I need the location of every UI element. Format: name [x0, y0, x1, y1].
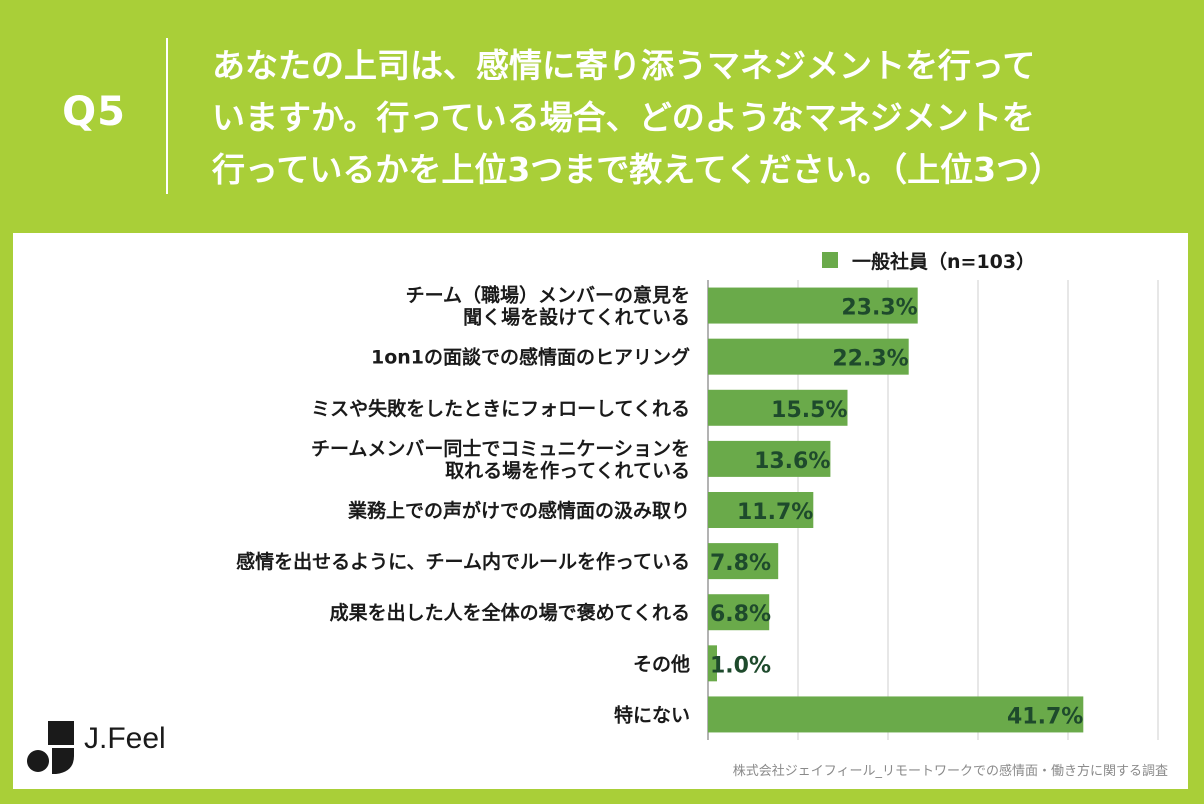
jfeel-logo: [26, 718, 216, 778]
bar: [708, 492, 814, 528]
category-label: 特にない: [614, 704, 690, 726]
data-label: 41.7%: [1007, 704, 1083, 729]
bar: [708, 287, 918, 324]
bar: [708, 440, 831, 477]
category-label: 1on1の面談での感情面のヒアリング: [371, 346, 690, 369]
bar: [708, 389, 848, 426]
category-label: チーム（職場）メンバーの意見を: [406, 284, 690, 307]
data-label: 7.8%: [710, 551, 771, 576]
bar: [708, 543, 779, 580]
data-label: 13.6%: [754, 449, 830, 474]
bar: [708, 645, 717, 682]
category-label: 感情を出せるように、チーム内でルールを作っている: [236, 550, 690, 573]
question-line: あなたの上司は、感情に寄り添うマネジメントを行って: [212, 46, 1036, 85]
question-text: あなたの上司は、感情に寄り添うマネジメントを行って いますか。行っている場合、ど…: [212, 40, 1172, 196]
category-label: ミスや失敗をしたときにフォローしてくれる: [311, 397, 690, 420]
logo-mark-icon: [27, 721, 74, 774]
header-banner: Q5 あなたの上司は、感情に寄り添うマネジメントを行って いますか。行っている場…: [0, 0, 1204, 232]
data-label: 22.3%: [832, 347, 908, 372]
legend-swatch: [822, 252, 838, 268]
question-line: いますか。行っている場合、どのようなマネジメントを: [212, 98, 1035, 137]
category-label: 取れる場を作ってくれている: [445, 459, 690, 482]
category-label: 成果を出した人を全体の場で褒めてくれる: [330, 601, 690, 624]
data-label: 23.3%: [841, 296, 917, 321]
data-label: 6.8%: [710, 602, 771, 627]
category-label: チームメンバー同士でコミュニケーションを: [311, 438, 690, 460]
logo-text: J.Feel: [84, 722, 166, 755]
data-label: 11.7%: [737, 500, 813, 525]
header-divider: [166, 38, 168, 194]
legend-label: 一般社員（n=103）: [852, 250, 1035, 273]
data-label: 1.0%: [710, 653, 771, 678]
category-label: 業務上での声がけでの感情面の汲み取り: [347, 499, 690, 522]
chart-panel: [13, 233, 1188, 789]
category-label: 聞く場を設けてくれている: [463, 306, 690, 329]
source-note: 株式会社ジェイフィール_リモートワークでの感情面・働き方に関する調査: [732, 764, 1168, 779]
category-label: その他: [633, 652, 690, 675]
bar: [708, 696, 1084, 733]
bar: [708, 594, 770, 631]
bar: [708, 338, 909, 375]
question-line: 行っているかを上位3つまで教えてください。（上位3つ）: [212, 150, 1063, 189]
question-number: Q5: [62, 89, 126, 135]
data-label: 15.5%: [771, 398, 847, 423]
